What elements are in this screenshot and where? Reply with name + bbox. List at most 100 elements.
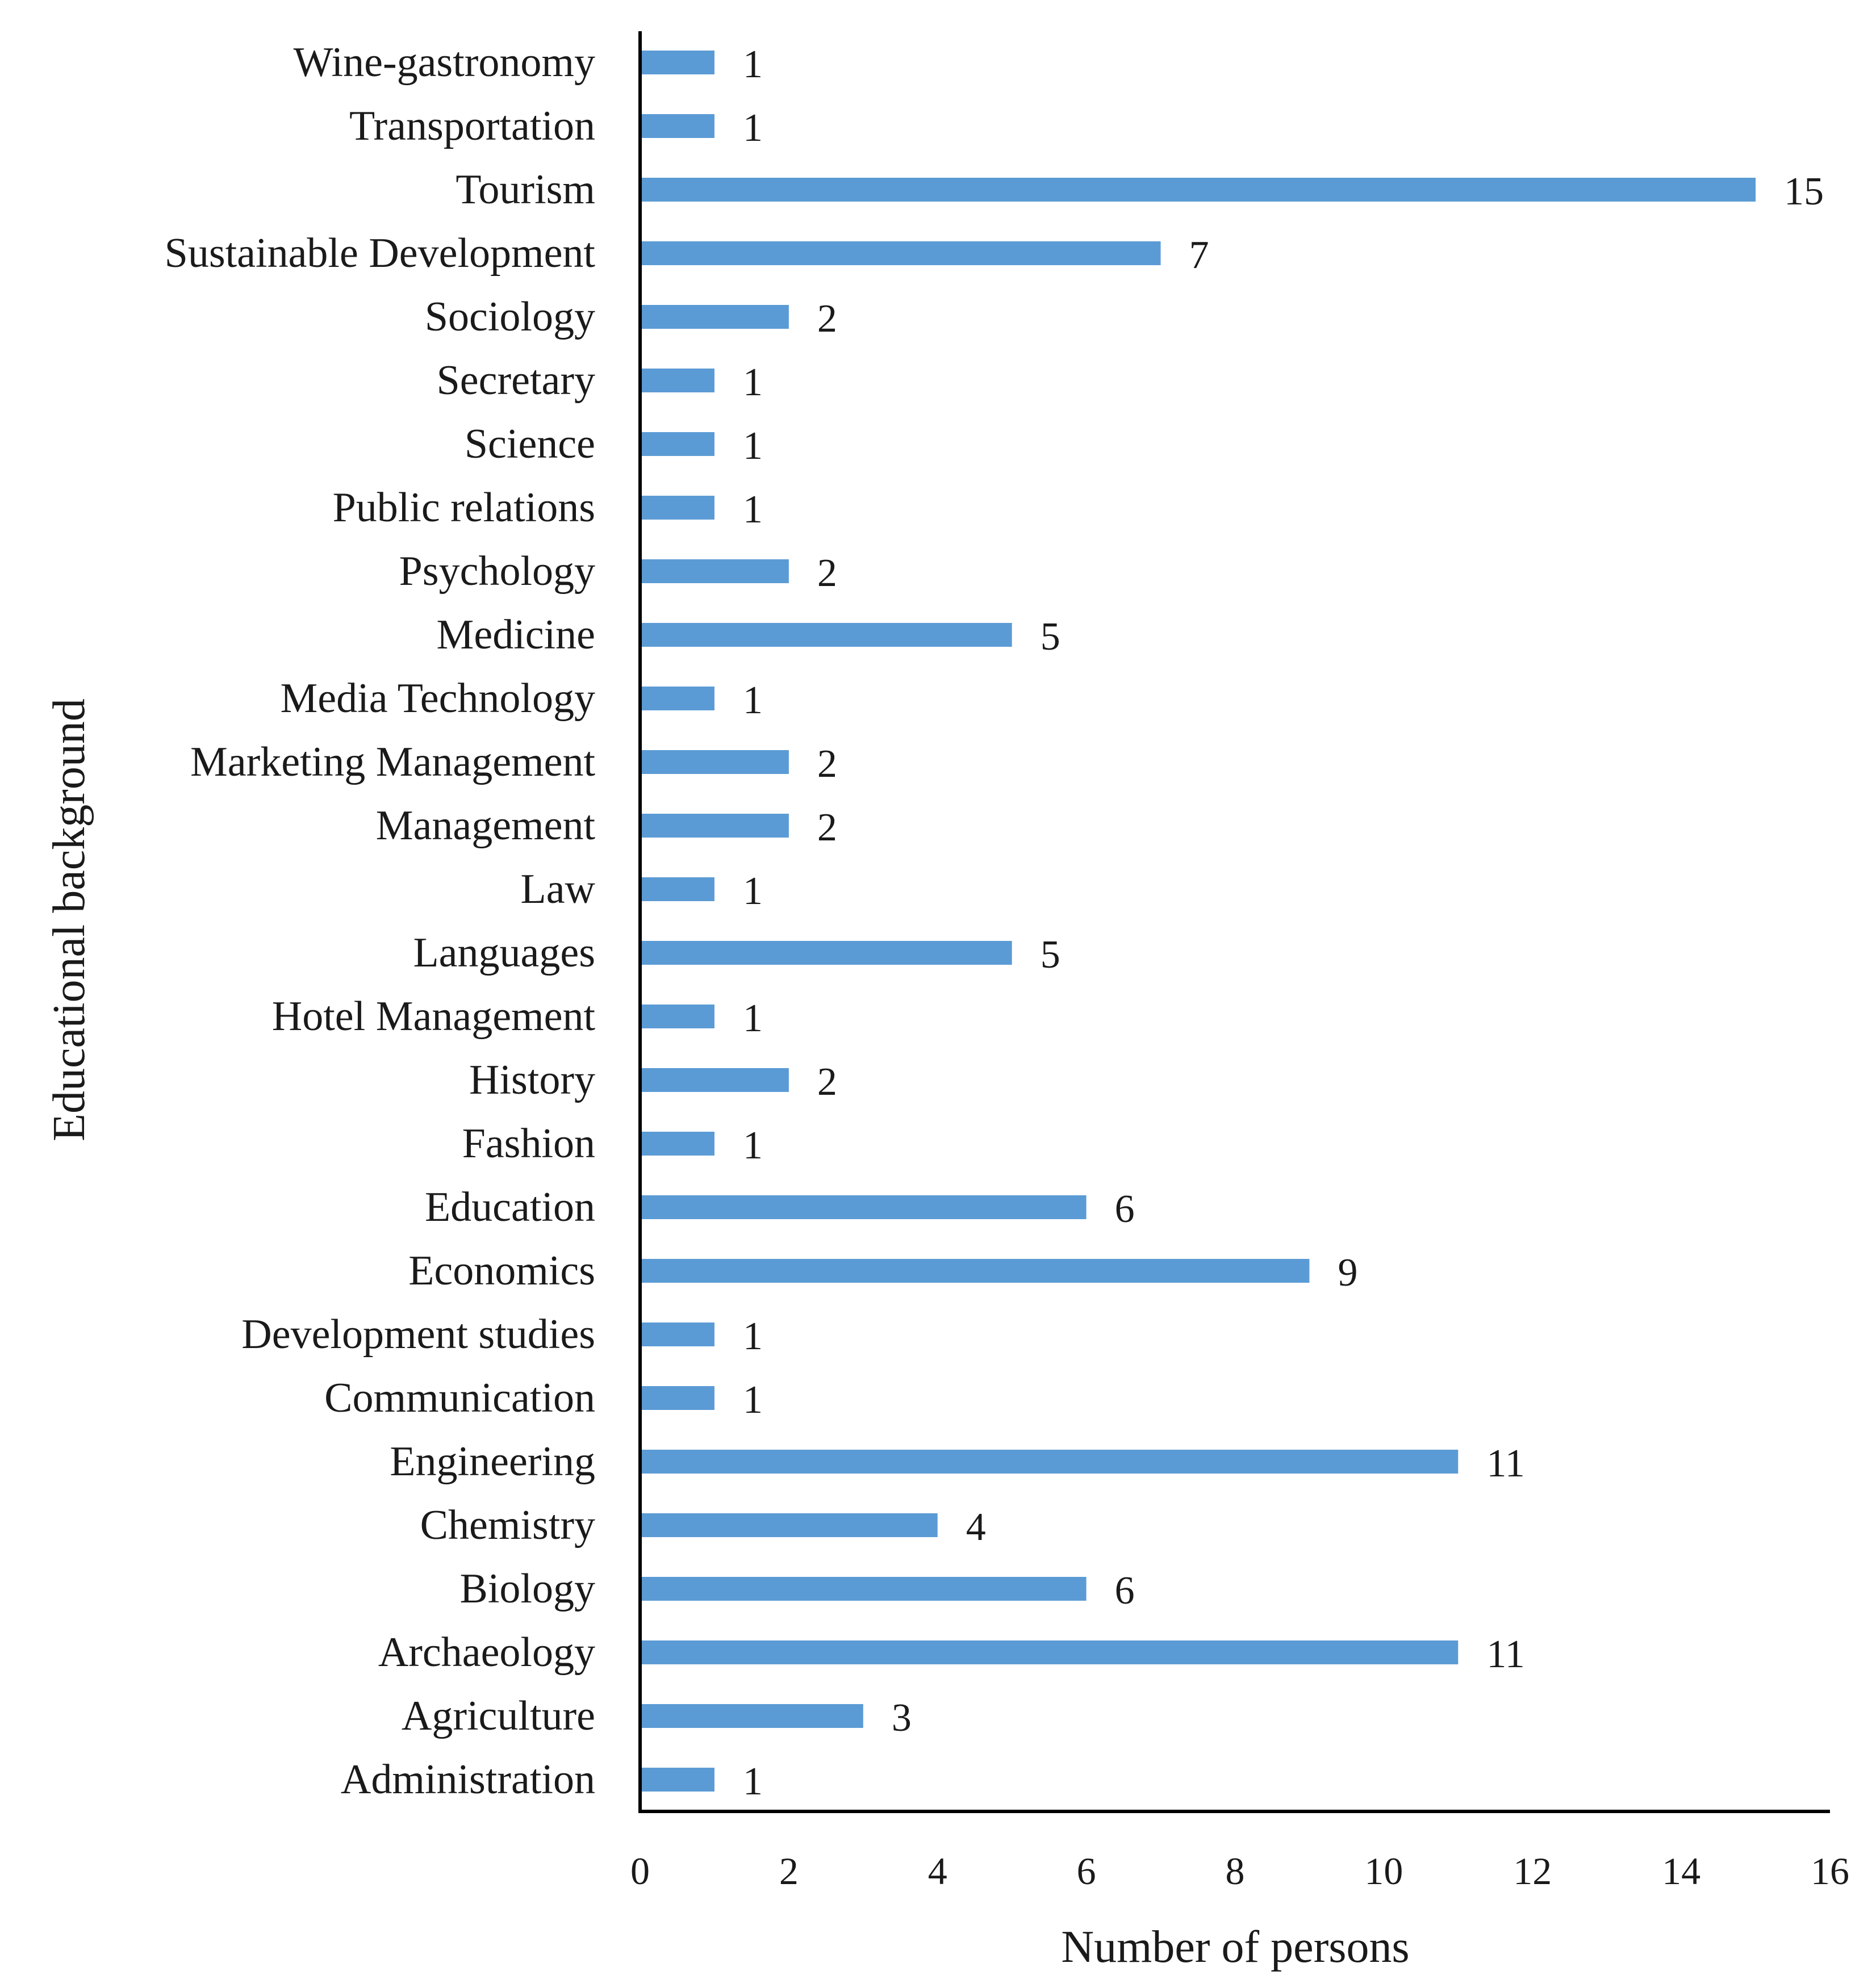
value-label-hotel-management: 1 xyxy=(743,997,763,1040)
value-label-economics: 9 xyxy=(1338,1251,1357,1295)
category-label-secretary: Secretary xyxy=(437,357,595,404)
bar-administration xyxy=(640,1768,714,1792)
category-label-chemistry: Chemistry xyxy=(420,1502,595,1548)
bar-history xyxy=(640,1068,789,1092)
value-label-marketing-management: 2 xyxy=(817,742,837,786)
x-tick-label-4: 4 xyxy=(928,1849,947,1893)
value-label-administration: 1 xyxy=(743,1760,763,1803)
category-label-fashion: Fashion xyxy=(462,1120,595,1167)
value-label-languages: 5 xyxy=(1041,933,1060,977)
category-label-hotel-management: Hotel Management xyxy=(272,993,596,1040)
x-tick-label-6: 6 xyxy=(1077,1849,1096,1893)
x-tick-label-2: 2 xyxy=(779,1849,799,1893)
category-label-biology: Biology xyxy=(460,1566,595,1612)
bar-sustainable-development xyxy=(640,241,1161,265)
bar-communication xyxy=(640,1386,714,1410)
bar-psychology xyxy=(640,559,789,583)
bar-hotel-management xyxy=(640,1005,714,1028)
x-tick-label-10: 10 xyxy=(1364,1849,1403,1893)
bars-group xyxy=(640,51,1756,1792)
category-label-engineering: Engineering xyxy=(390,1438,595,1485)
bar-economics xyxy=(640,1259,1310,1283)
bar-languages xyxy=(640,941,1012,965)
value-label-sociology: 2 xyxy=(817,297,837,341)
category-label-management: Management xyxy=(376,802,596,849)
value-label-fashion: 1 xyxy=(743,1124,763,1167)
value-label-management: 2 xyxy=(817,806,837,849)
value-label-chemistry: 4 xyxy=(966,1505,986,1549)
bar-transportation xyxy=(640,114,714,138)
category-label-psychology: Psychology xyxy=(399,548,595,595)
category-label-law: Law xyxy=(521,866,596,913)
bar-fashion xyxy=(640,1132,714,1156)
value-label-medicine: 5 xyxy=(1041,615,1060,659)
bar-science xyxy=(640,432,714,456)
value-label-agriculture: 3 xyxy=(892,1696,912,1740)
category-label-agriculture: Agriculture xyxy=(402,1693,595,1739)
bar-medicine xyxy=(640,623,1012,647)
category-label-tourism: Tourism xyxy=(456,166,595,213)
bar-tourism xyxy=(640,178,1756,202)
bar-archaeology xyxy=(640,1640,1459,1664)
value-label-biology: 6 xyxy=(1115,1569,1135,1613)
x-tick-labels-group: 0 2 4 6 8 10 12 14 16 xyxy=(630,1849,1849,1893)
value-label-communication: 1 xyxy=(743,1378,763,1422)
bar-sociology xyxy=(640,305,789,329)
value-label-sustainable-development: 7 xyxy=(1189,233,1209,277)
category-label-transportation: Transportation xyxy=(349,103,595,149)
category-label-languages: Languages xyxy=(413,930,595,976)
value-label-transportation: 1 xyxy=(743,106,763,150)
bar-public-relations xyxy=(640,496,714,520)
x-tick-label-0: 0 xyxy=(630,1849,650,1893)
category-label-medicine: Medicine xyxy=(437,612,595,658)
category-label-administration: Administration xyxy=(341,1756,595,1803)
category-label-marketing-management: Marketing Management xyxy=(190,739,595,785)
x-axis-title: Number of persons xyxy=(1061,1922,1409,1972)
bar-marketing-management xyxy=(640,750,789,774)
bar-secretary xyxy=(640,369,714,392)
category-label-sociology: Sociology xyxy=(425,294,595,340)
category-label-development-studies: Development studies xyxy=(241,1311,595,1358)
bar-management xyxy=(640,814,789,838)
value-label-media-technology: 1 xyxy=(743,679,763,722)
bar-biology xyxy=(640,1577,1087,1601)
x-tick-label-16: 16 xyxy=(1811,1849,1849,1893)
value-label-development-studies: 1 xyxy=(743,1315,763,1358)
value-label-law: 1 xyxy=(743,869,763,913)
bar-education xyxy=(640,1195,1087,1219)
value-label-secretary: 1 xyxy=(743,361,763,404)
category-label-education: Education xyxy=(425,1184,595,1231)
category-label-media-technology: Media Technology xyxy=(281,675,596,722)
category-labels-group: Wine-gastronomy Transportation Tourism Sust… xyxy=(165,39,596,1803)
value-label-tourism: 15 xyxy=(1784,170,1824,214)
value-label-science: 1 xyxy=(743,424,763,468)
value-label-wine-gastronomy: 1 xyxy=(743,43,763,86)
value-label-education: 6 xyxy=(1115,1187,1135,1231)
x-tick-label-8: 8 xyxy=(1226,1849,1245,1893)
bar-law xyxy=(640,877,714,901)
value-label-history: 2 xyxy=(817,1060,837,1104)
bar-development-studies xyxy=(640,1322,714,1346)
value-label-engineering: 11 xyxy=(1486,1442,1524,1485)
category-label-public-relations: Public relations xyxy=(333,484,595,531)
value-label-public-relations: 1 xyxy=(743,488,763,531)
category-label-communication: Communication xyxy=(324,1375,595,1421)
y-axis-title: Educational background xyxy=(44,698,94,1141)
category-label-wine-gastronomy: Wine-gastronomy xyxy=(294,39,595,86)
bar-media-technology xyxy=(640,687,714,710)
bar-chemistry xyxy=(640,1513,938,1537)
x-tick-label-14: 14 xyxy=(1662,1849,1700,1893)
value-label-psychology: 2 xyxy=(817,551,837,595)
x-tick-label-12: 12 xyxy=(1513,1849,1552,1893)
bar-wine-gastronomy xyxy=(640,51,714,74)
value-label-archaeology: 11 xyxy=(1486,1633,1524,1676)
bar-engineering xyxy=(640,1450,1459,1474)
category-label-history: History xyxy=(469,1057,595,1103)
category-label-sustainable-development: Sustainable Development xyxy=(165,230,596,277)
category-label-archaeology: Archaeology xyxy=(378,1629,595,1676)
bar-agriculture xyxy=(640,1704,863,1728)
category-label-economics: Economics xyxy=(408,1248,595,1294)
category-label-science: Science xyxy=(465,421,595,467)
